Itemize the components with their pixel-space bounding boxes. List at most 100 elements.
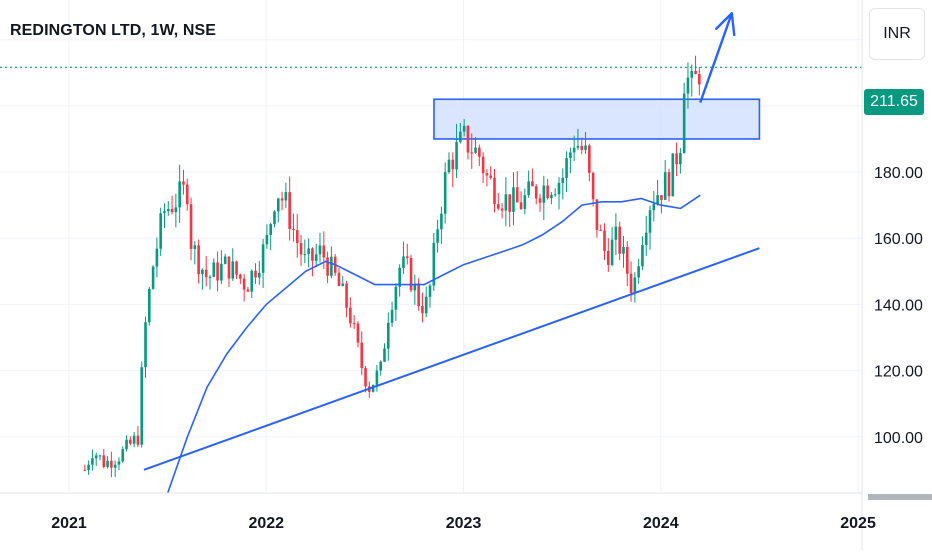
candle-body [250, 270, 254, 292]
y-tick-label: 180.00 [874, 165, 923, 182]
candle-body [591, 172, 595, 200]
candle-body [447, 159, 451, 173]
candle-body [178, 181, 181, 208]
candle-body [504, 194, 508, 211]
candle-body [474, 147, 477, 153]
candle-body [379, 361, 383, 371]
x-tick-label: 2021 [51, 515, 87, 532]
candle-body [318, 245, 322, 255]
candle-body [280, 198, 284, 201]
candle-body [292, 229, 295, 231]
candle-body [227, 256, 231, 279]
candle-body [220, 263, 223, 281]
candle-body [163, 211, 166, 214]
currency-button[interactable]: INR [869, 8, 925, 60]
candle-body [98, 455, 102, 457]
candle-body [675, 153, 678, 165]
candle-body [106, 460, 109, 467]
candle-body [330, 256, 333, 276]
moving-average-layer [166, 194, 701, 494]
candle-body [117, 461, 121, 465]
candle-body [341, 283, 345, 286]
candle-body [686, 77, 690, 94]
y-tick-label: 120.00 [874, 364, 923, 381]
candle-body [629, 273, 633, 293]
candle-body [273, 211, 276, 225]
candle-body [500, 208, 504, 211]
candle-body [698, 74, 701, 85]
candle-body [246, 289, 250, 292]
price-scale-handle [868, 494, 932, 500]
candle-body [565, 158, 568, 178]
resistance-zone [433, 98, 761, 140]
candle-body [546, 185, 549, 199]
moving-average-line [166, 194, 701, 494]
last-price-label: 211.65 [864, 89, 924, 115]
candle-body [360, 342, 364, 369]
x-tick-label: 2024 [643, 515, 679, 532]
candle-body [322, 245, 326, 258]
breakout-arrow [699, 12, 733, 103]
candle-body [550, 194, 553, 199]
candle-body [364, 368, 367, 387]
candle-body [527, 181, 530, 196]
candle-body [201, 269, 204, 275]
candle-body [470, 152, 474, 154]
candle-body [405, 256, 409, 259]
candle-body [625, 247, 629, 274]
candle-body [349, 307, 352, 324]
candle-body [193, 245, 197, 249]
candle-body [144, 322, 147, 368]
candle-body [542, 185, 546, 203]
x-tick-label: 2022 [248, 515, 284, 532]
candle-body [94, 455, 98, 459]
candle-body [91, 458, 94, 465]
candle-body [375, 370, 379, 385]
candle-body [307, 248, 310, 255]
candle-body [83, 469, 87, 471]
candle-body [110, 460, 113, 468]
candle-body [311, 248, 314, 261]
y-tick-label: 100.00 [874, 430, 923, 447]
candle-body [398, 267, 401, 287]
candle-body [462, 125, 466, 132]
candle-body [204, 269, 208, 278]
candle-body [553, 194, 557, 196]
candle-body [208, 276, 212, 278]
arrow-head [714, 12, 736, 37]
candle-body [170, 208, 174, 213]
drawings-layer [0, 12, 862, 471]
candle-body [409, 258, 413, 291]
candle-body [534, 186, 538, 199]
candle-body [432, 242, 436, 286]
candle-body [610, 239, 614, 265]
candle-body [443, 172, 447, 214]
candle-body [125, 439, 128, 450]
candle-body [223, 256, 227, 264]
candle-body [531, 181, 534, 187]
candle-body [417, 283, 420, 307]
candle-body [421, 306, 424, 314]
candle-body [561, 177, 565, 183]
candle-body [694, 70, 697, 75]
candle-body [132, 435, 136, 444]
candle-body [607, 250, 610, 265]
candle-body [326, 257, 329, 276]
candle-body [572, 147, 576, 153]
candle-body [413, 283, 417, 291]
candle-body [129, 439, 132, 444]
candle-body [508, 194, 511, 212]
candle-body [618, 226, 621, 254]
candle-body [182, 181, 185, 185]
candle-body [557, 182, 561, 195]
candle-body [633, 277, 637, 293]
candle-body [102, 455, 106, 467]
x-tick-label: 2023 [446, 515, 482, 532]
candle-body [481, 156, 485, 174]
candle-body [588, 145, 591, 173]
candle-body [656, 195, 659, 204]
candle-body [258, 272, 261, 278]
candle-body [288, 192, 291, 230]
